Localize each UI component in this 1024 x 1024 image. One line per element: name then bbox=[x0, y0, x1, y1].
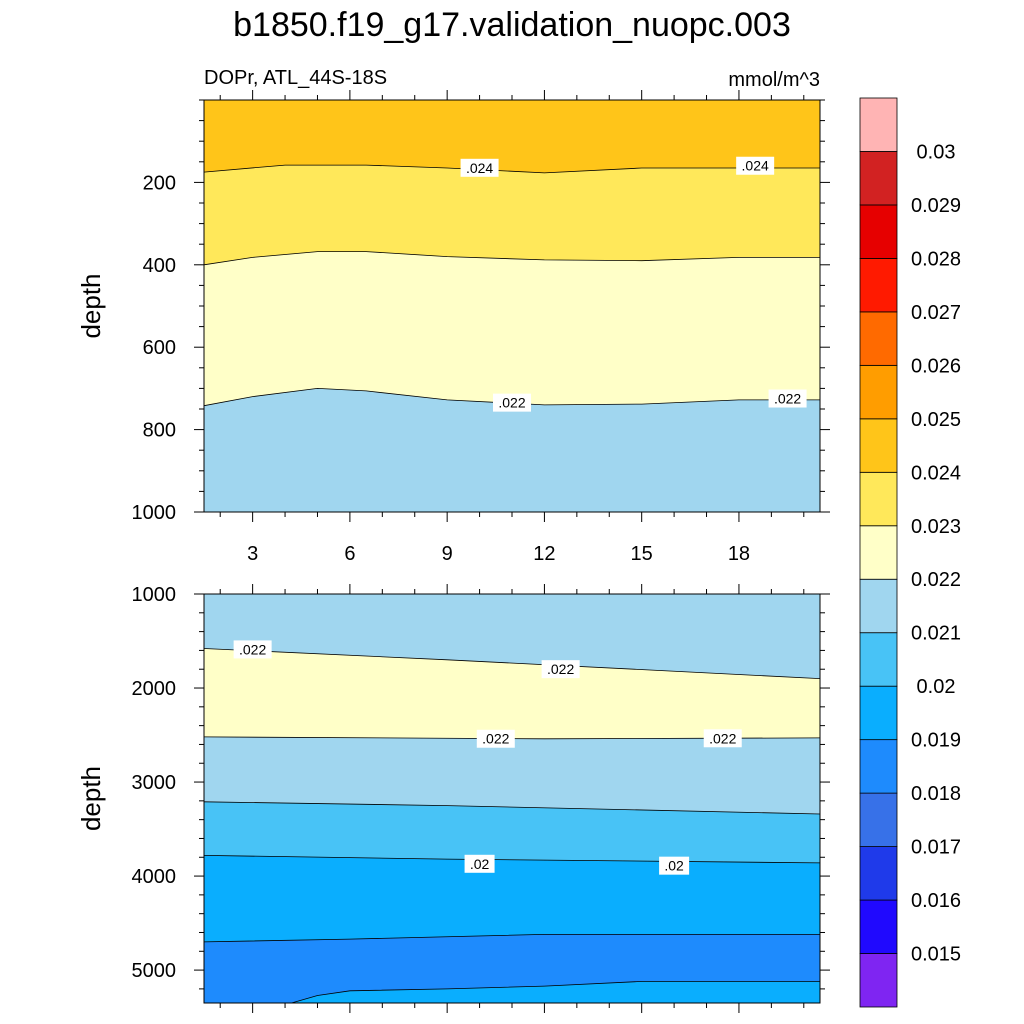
figure-title: b1850.f19_g17.validation_nuopc.003 bbox=[233, 6, 791, 44]
colorbar-swatch bbox=[859, 204, 898, 259]
colorbar-swatch bbox=[859, 418, 898, 473]
colorbar-swatch bbox=[859, 471, 898, 527]
colorbar-swatch bbox=[859, 739, 898, 794]
contour-line bbox=[204, 981, 820, 1004]
contour-label: .024 bbox=[466, 160, 493, 176]
y-tick-label: 3000 bbox=[132, 772, 177, 794]
contour-label-bg bbox=[476, 729, 515, 748]
contour-label-bg bbox=[736, 156, 775, 175]
colorbar-label: 0.015 bbox=[911, 944, 961, 966]
contour-band bbox=[204, 100, 820, 173]
contour-label: .022 bbox=[482, 731, 509, 747]
x-tick-label: 12 bbox=[533, 543, 555, 565]
contour-label: .024 bbox=[742, 158, 769, 174]
y-tick-label: 800 bbox=[143, 420, 176, 442]
x-tick-label: 3 bbox=[247, 543, 258, 565]
y-tick-label: 4000 bbox=[132, 866, 177, 888]
colorbar-swatch bbox=[859, 578, 898, 634]
contour-line bbox=[203, 801, 821, 815]
colorbar: 0.015 0.016 0.017 0.018 0.019 0.02 0.021 0.022 0… bbox=[859, 97, 961, 1008]
colorbar-swatch bbox=[859, 953, 898, 1008]
colorbar-label: 0.023 bbox=[911, 516, 961, 538]
colorbar-label: 0.028 bbox=[911, 248, 961, 270]
colorbar-label: 0.021 bbox=[911, 623, 961, 645]
colorbar-swatch bbox=[859, 632, 898, 687]
contour-line bbox=[203, 648, 821, 679]
colorbar-label: 0.027 bbox=[911, 302, 961, 324]
y-tick-label: 2000 bbox=[132, 678, 177, 700]
contour-label: .02 bbox=[470, 856, 490, 872]
contour-label-bg bbox=[768, 389, 807, 408]
colorbar-label: 0.017 bbox=[911, 837, 961, 859]
colorbar-label: 0.024 bbox=[911, 462, 961, 484]
contour-line bbox=[203, 251, 820, 266]
colorbar-swatch bbox=[859, 151, 898, 206]
contour-label-bg bbox=[541, 660, 580, 679]
contour-label: .022 bbox=[774, 391, 801, 407]
colorbar-label: 0.018 bbox=[911, 783, 961, 805]
x-tick-label: 15 bbox=[631, 543, 653, 565]
colorbar-label: 0.026 bbox=[911, 355, 961, 377]
colorbar-swatch bbox=[859, 258, 898, 313]
contour-bands bbox=[204, 594, 820, 1003]
y-tick-label: 5000 bbox=[132, 960, 177, 982]
contour-label-bg bbox=[703, 729, 742, 748]
contour-label: .022 bbox=[498, 395, 525, 411]
contour-label: .02 bbox=[664, 858, 684, 874]
colorbar-label: 0.03 bbox=[917, 141, 956, 163]
colorbar-swatch bbox=[859, 97, 898, 152]
contour-line bbox=[203, 387, 820, 407]
contour-line bbox=[203, 934, 820, 943]
colorbar-swatch bbox=[859, 792, 898, 847]
colorbar-swatch bbox=[859, 846, 898, 901]
y-tick-label: 1000 bbox=[132, 584, 177, 606]
x-tick-label: 9 bbox=[442, 543, 453, 565]
contour-label: .022 bbox=[239, 641, 266, 657]
upper-depth-panel: .024 .024 .022 .022 3 6 9 12 15 18 200 400 600 800 100… bbox=[76, 90, 830, 565]
y-axis-label: depth bbox=[76, 766, 106, 831]
y-tick-label: 1000 bbox=[132, 502, 177, 524]
contour-label-bg bbox=[460, 158, 499, 177]
y-tick-label: 200 bbox=[143, 172, 176, 194]
contour-band bbox=[204, 594, 820, 679]
colorbar-label: 0.022 bbox=[911, 569, 961, 591]
colorbar-label: 0.016 bbox=[911, 890, 961, 912]
x-tick-label: 18 bbox=[728, 543, 750, 565]
contour-line bbox=[203, 855, 821, 864]
colorbar-label: 0.025 bbox=[911, 409, 961, 431]
colorbar-swatch bbox=[859, 685, 898, 741]
colorbar-swatch bbox=[859, 899, 898, 954]
contour-bands bbox=[204, 100, 820, 512]
x-tick-label: 6 bbox=[344, 543, 355, 565]
colorbar-swatch bbox=[859, 364, 898, 420]
y-axis-label: depth bbox=[76, 273, 106, 338]
contour-label-bg bbox=[659, 856, 690, 875]
contour-label-bg bbox=[233, 640, 272, 659]
y-tick-label: 600 bbox=[143, 337, 176, 359]
units-label: mmol/m^3 bbox=[728, 69, 820, 91]
colorbar-label: 0.02 bbox=[917, 676, 956, 698]
contour-label: .022 bbox=[547, 661, 574, 677]
contour-label: .022 bbox=[709, 730, 736, 746]
y-tick-label: 400 bbox=[143, 255, 176, 277]
colorbar-swatch bbox=[859, 525, 898, 580]
variable-region-label: DOPr, ATL_44S-18S bbox=[204, 67, 387, 89]
colorbar-label: 0.029 bbox=[911, 195, 961, 217]
colorbar-label: 0.019 bbox=[911, 730, 961, 752]
contour-label-bg bbox=[464, 854, 495, 873]
lower-depth-panel: .022 .022 .022 .022 .02 .02 1000 2000 3000 4000 50… bbox=[76, 584, 830, 1013]
colorbar-swatch bbox=[859, 311, 898, 366]
contour-label-bg bbox=[493, 393, 531, 412]
